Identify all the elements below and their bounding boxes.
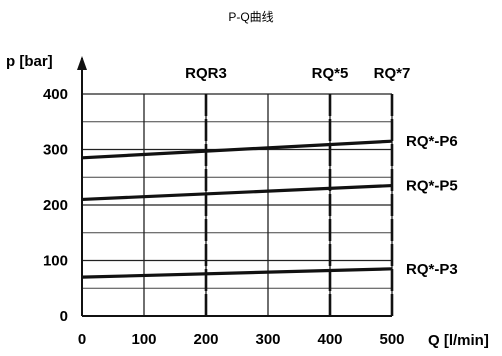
y-tick-label: 300 xyxy=(43,142,68,159)
x-tick-label: 500 xyxy=(379,331,404,348)
chart-labels: RQR3 RQ*5 RQ*7 0 100 200 300 400 0 100 200 300 400 50… xyxy=(43,65,458,348)
series-label: RQ*-P3 xyxy=(406,261,458,278)
series-label: RQ*-P5 xyxy=(406,178,458,195)
model-marker-label: RQ*5 xyxy=(312,65,349,82)
major-grid xyxy=(82,94,392,316)
x-tick-label: 100 xyxy=(131,331,156,348)
model-marker-label: RQ*7 xyxy=(374,65,411,82)
x-tick-label: 300 xyxy=(255,331,280,348)
y-tick-label: 400 xyxy=(43,86,68,103)
y-tick-label: 0 xyxy=(60,308,68,325)
y-tick-label: 100 xyxy=(43,253,68,270)
x-tick-label: 400 xyxy=(317,331,342,348)
model-marker-label: RQR3 xyxy=(185,65,227,82)
y-tick-label: 200 xyxy=(43,197,68,214)
y-axis-label: p [bar] xyxy=(6,53,53,70)
chart-title: P-Q曲线 xyxy=(228,10,273,24)
y-axis-arrow xyxy=(77,56,87,70)
x-tick-label: 200 xyxy=(193,331,218,348)
series-line xyxy=(82,269,392,277)
series-lines xyxy=(82,141,392,277)
x-axis-label: Q [l/min] xyxy=(428,332,489,349)
series-line xyxy=(82,186,392,200)
x-tick-label: 0 xyxy=(78,331,86,348)
series-label: RQ*-P6 xyxy=(406,133,458,150)
